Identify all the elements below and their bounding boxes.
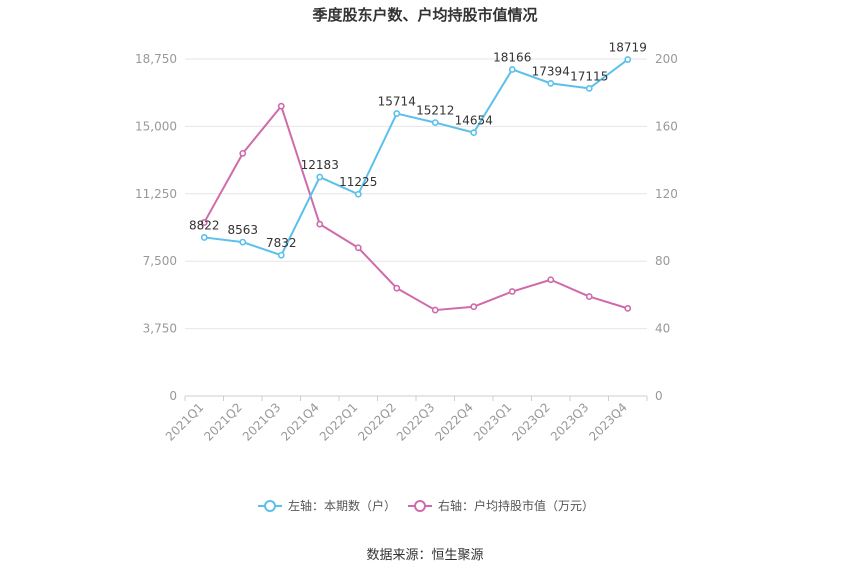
data-point[interactable]	[200, 234, 208, 241]
right-axis-tick: 0	[655, 389, 663, 403]
legend-item[interactable]: 右轴：户均持股市值（万元）	[408, 498, 594, 513]
data-label: 18719	[609, 41, 647, 55]
data-point[interactable]	[431, 306, 439, 314]
left-axis-tick: 18,750	[135, 52, 177, 66]
data-point[interactable]	[200, 219, 208, 226]
left-axis-tick: 3,750	[143, 322, 177, 336]
data-point[interactable]	[547, 79, 555, 87]
axes: 0 0 3,750 40 7,500 80 11,250 120 15,000 160 18,750…	[135, 52, 678, 444]
chart-title: 季度股东户数、户均持股市值情况	[312, 6, 537, 24]
source-note: 数据来源：恒生聚源	[366, 548, 483, 563]
x-axis-tick: 2021Q4	[278, 400, 322, 444]
data-point[interactable]	[239, 149, 247, 157]
right-axis-tick: 80	[655, 254, 670, 268]
legend[interactable]: 左轴：本期数（户） 右轴：户均持股市值（万元）	[258, 498, 594, 513]
data-point[interactable]	[393, 284, 401, 292]
legend-item[interactable]: 左轴：本期数（户）	[258, 498, 396, 513]
legend-label: 右轴：户均持股市值（万元）	[438, 498, 594, 513]
x-axis-tick: 2023Q4	[586, 400, 630, 444]
x-axis-tick: 2022Q2	[355, 400, 399, 444]
x-axis-tick: 2021Q2	[201, 400, 245, 444]
data-point[interactable]	[547, 276, 555, 284]
x-axis-tick: 2022Q1	[317, 400, 361, 444]
data-point[interactable]	[431, 119, 439, 126]
x-axis-tick: 2023Q1	[471, 400, 515, 444]
data-label: 11225	[339, 175, 377, 189]
x-axis-tick: 2022Q3	[394, 400, 438, 444]
data-point[interactable]	[354, 190, 362, 198]
data-label: 12183	[301, 158, 339, 172]
series-layer	[200, 56, 632, 314]
x-axis-tick: 2023Q3	[548, 400, 592, 444]
left-axis-tick: 0	[169, 389, 177, 403]
data-label: 15212	[416, 104, 454, 118]
data-point[interactable]	[624, 56, 632, 63]
x-axis-tick: 2021Q1	[163, 400, 207, 444]
data-label: 18166	[493, 50, 531, 64]
data-point[interactable]	[585, 293, 593, 300]
data-point[interactable]	[354, 244, 362, 252]
data-point[interactable]	[470, 303, 478, 311]
right-axis-tick: 120	[655, 187, 678, 201]
series-line-holders	[204, 58, 629, 257]
data-point[interactable]	[277, 102, 285, 110]
x-axis-tick: 2021Q3	[240, 400, 284, 444]
data-label: 14654	[455, 114, 493, 128]
left-axis-tick: 7,500	[143, 254, 177, 268]
data-label: 15714	[378, 95, 416, 109]
data-label: 17394	[532, 64, 570, 78]
data-label: 8822	[189, 218, 220, 232]
data-point[interactable]	[508, 66, 516, 73]
data-label: 7832	[266, 236, 297, 250]
series-line-avg-value	[203, 105, 629, 312]
data-label: 8563	[227, 223, 258, 237]
left-axis-tick: 11,250	[135, 187, 177, 201]
x-axis-tick: 2023Q2	[509, 400, 553, 444]
left-axis-tick: 15,000	[135, 119, 177, 133]
data-point[interactable]	[585, 84, 593, 92]
legend-label: 左轴：本期数（户）	[288, 498, 396, 513]
x-axis-tick: 2022Q4	[432, 400, 476, 444]
data-point[interactable]	[470, 129, 478, 137]
data-point[interactable]	[316, 220, 324, 228]
data-point[interactable]	[277, 251, 285, 259]
data-point[interactable]	[393, 110, 401, 117]
data-point[interactable]	[316, 173, 324, 181]
right-axis-tick: 160	[655, 119, 678, 133]
data-point[interactable]	[508, 288, 516, 295]
legend-marker-icon	[414, 500, 426, 512]
data-point[interactable]	[239, 238, 247, 246]
data-point[interactable]	[624, 304, 632, 312]
right-axis-tick: 40	[655, 322, 670, 336]
legend-marker-icon	[264, 500, 276, 512]
right-axis-tick: 200	[655, 52, 678, 66]
data-label: 17115	[570, 69, 608, 83]
